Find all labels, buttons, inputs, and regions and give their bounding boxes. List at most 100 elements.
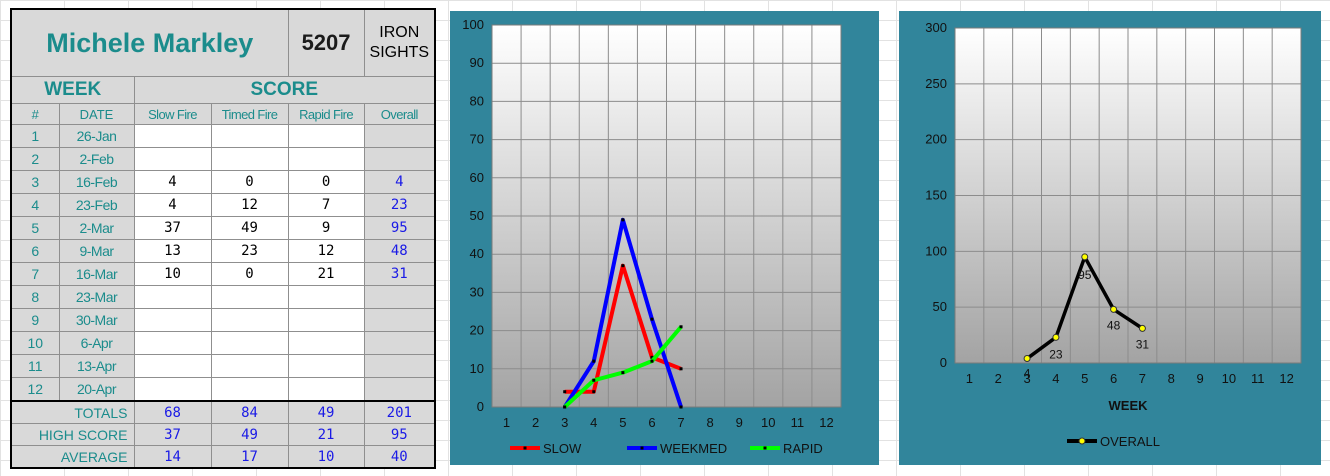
table-row: 2 2-Feb [10, 147, 436, 171]
timed-fire-score-cell[interactable] [210, 377, 289, 402]
x-tick-label: 11 [1251, 371, 1265, 386]
legend-label-rapid: RAPID [783, 441, 823, 456]
table-row: 5 2-Mar 37 49 9 95 [10, 216, 436, 240]
col-header-slow-fire: Slow Fire [133, 103, 212, 125]
rapid-fire-score-cell[interactable] [287, 331, 365, 355]
shooter-id[interactable]: 5207 [287, 8, 365, 77]
slow-fire-score-cell[interactable] [133, 147, 212, 171]
x-axis-label: WEEK [1109, 398, 1149, 413]
rapid-fire-score-cell[interactable] [287, 285, 365, 309]
week-number-cell: 9 [10, 308, 60, 332]
rapid-fire-score-cell[interactable] [287, 124, 365, 148]
overall-score-cell [363, 331, 436, 355]
week-number-cell: 1 [10, 124, 60, 148]
summary-rapid-value: 21 [287, 423, 365, 446]
week-date-cell: 13-Apr [58, 354, 135, 378]
overall-score-cell: 95 [363, 216, 436, 240]
timed-fire-score-cell[interactable]: 49 [210, 216, 289, 240]
x-tick-label: 8 [1168, 371, 1175, 386]
timed-fire-score-cell[interactable] [210, 147, 289, 171]
week-date-cell: 6-Apr [58, 331, 135, 355]
y-tick-label: 30 [470, 284, 484, 299]
data-point [650, 317, 654, 321]
timed-fire-score-cell[interactable] [210, 285, 289, 309]
y-tick-label: 150 [925, 188, 947, 203]
timed-fire-score-cell[interactable]: 23 [210, 239, 289, 263]
slow-fire-score-cell[interactable]: 4 [133, 193, 212, 217]
week-number-cell: 6 [10, 239, 60, 263]
summary-label: HIGH SCORE [10, 423, 135, 446]
slow-fire-score-cell[interactable] [133, 331, 212, 355]
timed-fire-score-cell[interactable]: 0 [210, 262, 289, 286]
y-tick-label: 50 [933, 299, 947, 314]
slow-fire-score-cell[interactable] [133, 308, 212, 332]
col-header-rapid-fire: Rapid Fire [287, 103, 365, 125]
week-date-cell: 2-Feb [58, 147, 135, 171]
x-tick-label: 7 [677, 415, 684, 430]
rapid-fire-score-cell[interactable]: 0 [287, 170, 365, 194]
slow-fire-score-cell[interactable]: 10 [133, 262, 212, 286]
y-tick-label: 250 [925, 76, 947, 91]
summary-timed-value: 84 [210, 400, 289, 424]
table-row: 11 13-Apr [10, 354, 436, 378]
score-group-header: SCORE [133, 76, 436, 104]
col-header-overall: Overall [363, 103, 436, 125]
timed-fire-score-cell[interactable] [210, 354, 289, 378]
overall-score-cell [363, 308, 436, 332]
table-row: 6 9-Mar 13 23 12 48 [10, 239, 436, 263]
week-number-cell: 5 [10, 216, 60, 240]
rapid-fire-score-cell[interactable] [287, 147, 365, 171]
slow-fire-score-cell[interactable] [133, 285, 212, 309]
rapid-fire-score-cell[interactable] [287, 308, 365, 332]
week-date-cell: 9-Mar [58, 239, 135, 263]
legend-label-timed: WEEKMED [660, 441, 727, 456]
rapid-fire-score-cell[interactable]: 21 [287, 262, 365, 286]
slow-fire-score-cell[interactable]: 4 [133, 170, 212, 194]
table-row: 8 23-Mar [10, 285, 436, 309]
sights-type[interactable]: IRON SIGHTS [363, 8, 436, 77]
x-tick-label: 1 [503, 415, 510, 430]
x-tick-label: 2 [995, 371, 1002, 386]
x-tick-label: 1 [966, 371, 973, 386]
week-date-cell: 20-Apr [58, 377, 135, 402]
week-group-header: WEEK [10, 76, 135, 104]
legend-marker [1078, 437, 1086, 445]
data-point [1081, 253, 1089, 261]
rapid-fire-score-cell[interactable]: 7 [287, 193, 365, 217]
rapid-fire-score-cell[interactable]: 9 [287, 216, 365, 240]
y-tick-label: 300 [925, 20, 947, 35]
summary-slow-value: 14 [133, 445, 212, 469]
y-tick-label: 100 [925, 243, 947, 258]
summary-timed-value: 49 [210, 423, 289, 446]
slow-fire-score-cell[interactable]: 37 [133, 216, 212, 240]
timed-fire-score-cell[interactable] [210, 331, 289, 355]
rapid-fire-score-cell[interactable] [287, 377, 365, 402]
slow-fire-score-cell[interactable] [133, 124, 212, 148]
y-tick-label: 90 [470, 55, 484, 70]
summary-row: AVERAGE 14 17 10 40 [10, 445, 436, 469]
timed-fire-score-cell[interactable] [210, 308, 289, 332]
rapid-fire-score-cell[interactable]: 12 [287, 239, 365, 263]
slow-fire-score-cell[interactable]: 13 [133, 239, 212, 263]
timed-fire-score-cell[interactable]: 0 [210, 170, 289, 194]
data-label: 95 [1078, 268, 1092, 282]
week-number-cell: 10 [10, 331, 60, 355]
x-tick-label: 11 [791, 415, 805, 430]
slow-fire-score-cell[interactable] [133, 354, 212, 378]
slow-fire-score-cell[interactable] [133, 377, 212, 402]
sights-line-1: IRON [379, 24, 420, 41]
summary-rapid-value: 10 [287, 445, 365, 469]
summary-overall-value: 40 [363, 445, 436, 469]
x-tick-label: 6 [1110, 371, 1117, 386]
shooter-name[interactable]: Michele Markley [10, 8, 289, 77]
data-label: 4 [1024, 367, 1031, 381]
timed-fire-score-cell[interactable] [210, 124, 289, 148]
x-tick-label: 4 [1052, 371, 1059, 386]
overall-score-cell [363, 147, 436, 171]
x-tick-label: 7 [1139, 371, 1146, 386]
summary-label: AVERAGE [10, 445, 135, 469]
timed-fire-score-cell[interactable]: 12 [210, 193, 289, 217]
rapid-fire-score-cell[interactable] [287, 354, 365, 378]
week-date-cell: 16-Feb [58, 170, 135, 194]
